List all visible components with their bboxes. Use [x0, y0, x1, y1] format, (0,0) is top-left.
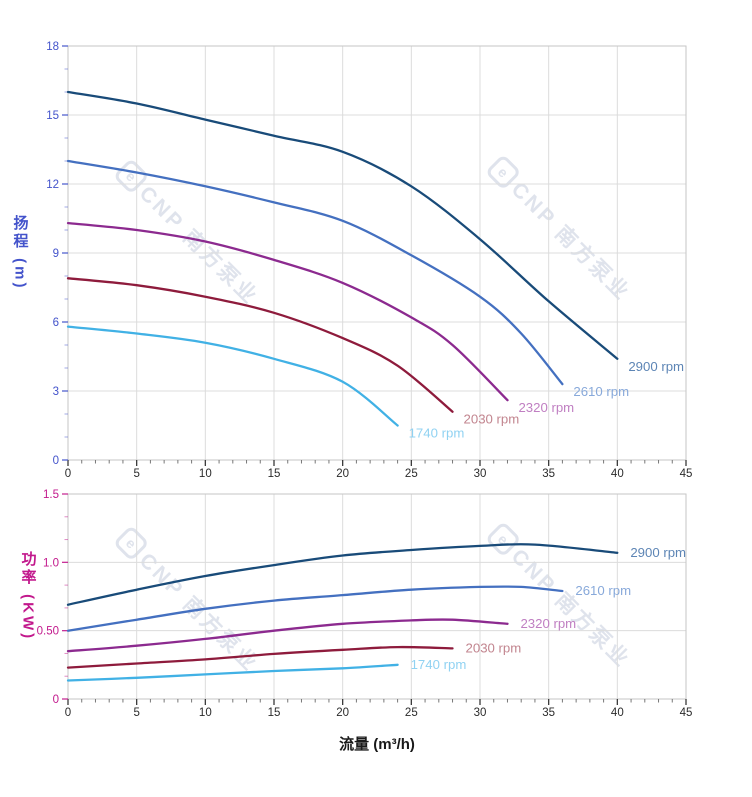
- x-tick-label: 5: [133, 468, 139, 480]
- x-tick-label: 0: [65, 707, 71, 719]
- curve-label-2030-rpm: 2030 rpm: [464, 412, 520, 427]
- flow-axis-title: 流量 (m³/h): [339, 736, 415, 753]
- curve-label-2610-rpm: 2610 rpm: [573, 384, 629, 399]
- x-tick-label: 35: [542, 707, 555, 719]
- x-tick-label: 40: [611, 707, 624, 719]
- y-tick-label: 0: [53, 455, 59, 467]
- curve-label-2610-rpm: 2610 rpm: [575, 583, 631, 598]
- y-tick-label: 1.5: [43, 489, 59, 501]
- y-tick-label: 0.50: [37, 626, 59, 638]
- curve-2610-rpm: [66, 585, 564, 632]
- plot-border: [67, 493, 687, 700]
- x-tick-label: 15: [268, 468, 281, 480]
- y-tick-label: 9: [53, 248, 59, 260]
- x-tick-label: 20: [336, 468, 349, 480]
- y-tick-label: 0: [53, 694, 59, 706]
- y-tick-label: 18: [46, 41, 59, 53]
- x-tick-label: 30: [474, 707, 487, 719]
- y-tick-label: 15: [46, 110, 59, 122]
- head-axis-title: 扬程 (m): [11, 215, 29, 291]
- x-tick-label: 25: [405, 468, 418, 480]
- x-tick-label: 10: [199, 468, 212, 480]
- y-tick-label: 1.0: [43, 557, 59, 569]
- curve-label-1740-rpm: 1740 rpm: [411, 657, 467, 672]
- x-tick-label: 20: [336, 707, 349, 719]
- x-tick-label: 15: [268, 707, 281, 719]
- curve-2900-rpm: [66, 90, 619, 360]
- curve-label-2320-rpm: 2320 rpm: [518, 400, 574, 415]
- y-tick-label: 3: [53, 386, 59, 398]
- curve-2900-rpm: [66, 543, 619, 606]
- curve-label-2320-rpm: 2320 rpm: [520, 616, 576, 631]
- x-tick-label: 45: [680, 468, 693, 480]
- x-tick-label: 0: [65, 468, 71, 480]
- curve-1740-rpm: [66, 325, 399, 427]
- curve-1740-rpm: [66, 663, 399, 682]
- y-tick-label: 12: [46, 179, 59, 191]
- curve-2030-rpm: [66, 277, 454, 413]
- x-tick-label: 5: [133, 707, 139, 719]
- curve-label-1740-rpm: 1740 rpm: [409, 426, 465, 441]
- power-axis-title: 功率 (KW): [19, 551, 37, 642]
- x-tick-label: 35: [542, 468, 555, 480]
- x-tick-label: 30: [474, 468, 487, 480]
- curve-2030-rpm: [66, 645, 454, 669]
- x-tick-label: 40: [611, 468, 624, 480]
- y-tick-label: 6: [53, 317, 59, 329]
- x-tick-label: 10: [199, 707, 212, 719]
- curve-label-2030-rpm: 2030 rpm: [466, 640, 522, 655]
- curve-label-2900-rpm: 2900 rpm: [630, 545, 686, 560]
- x-tick-label: 25: [405, 707, 418, 719]
- curve-2320-rpm: [66, 618, 509, 653]
- curve-label-2900-rpm: 2900 rpm: [628, 359, 684, 374]
- curve-2610-rpm: [66, 159, 564, 386]
- x-tick-label: 45: [680, 707, 693, 719]
- curve-2320-rpm: [66, 221, 509, 402]
